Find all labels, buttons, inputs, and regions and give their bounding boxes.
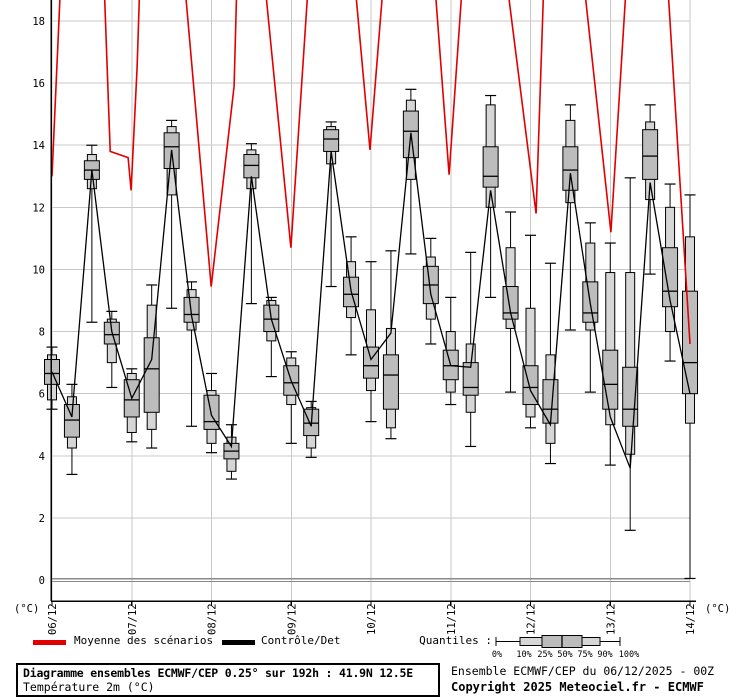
quantile-boxplot-icon	[495, 635, 621, 648]
x-axis-date-label: 11/12	[446, 603, 458, 635]
x-axis-date-label: 08/12	[207, 603, 219, 635]
quantile-percent-label: 75%	[577, 650, 593, 660]
quantiles-legend-label: Quantiles :	[419, 634, 492, 647]
boxplot	[303, 400, 320, 458]
run-info: Ensemble ECMWF/CEP du 06/12/2025 - 00Z C…	[451, 664, 714, 694]
y-axis-unit-left: (°C)	[14, 603, 39, 615]
mean-line-swatch	[33, 640, 66, 645]
x-axis-date-label: 07/12	[127, 603, 139, 635]
ensemble-mean-line	[51, 0, 691, 345]
boxplot	[63, 383, 80, 476]
control-line-swatch	[222, 640, 255, 645]
boxplot	[382, 250, 399, 440]
quantile-percent-label: 90%	[597, 650, 613, 660]
diagram-title: Diagramme ensembles ECMWF/CEP 0.25° sur …	[23, 666, 413, 680]
quantile-percent-label: 100%	[618, 650, 640, 660]
y-axis-tick-label: 10	[32, 264, 45, 276]
y-axis-tick-labels: 0 2 4 6 8 10 12 14 16 18	[32, 16, 45, 587]
x-axis-date-label: 12/12	[526, 603, 538, 635]
diagram-info-box: Diagramme ensembles ECMWF/CEP 0.25° sur …	[16, 663, 440, 697]
boxplot	[582, 222, 599, 393]
footer: Diagramme ensembles ECMWF/CEP 0.25° sur …	[0, 663, 740, 700]
boxplot	[442, 296, 459, 406]
y-axis-tick-label: 4	[39, 451, 45, 463]
x-axis-date-label: 09/12	[286, 603, 298, 635]
x-axis-date-label: 06/12	[47, 603, 59, 635]
quantile-percent-label: 0%	[491, 650, 503, 660]
y-axis-tick-label: 2	[39, 513, 45, 525]
boxplot	[622, 177, 639, 531]
y-axis-tick-label: 8	[39, 327, 45, 339]
boxplot	[223, 424, 240, 480]
quantile-percent-label: 50%	[557, 650, 573, 660]
x-axis-date-label: 13/12	[605, 603, 617, 635]
boxplot	[462, 251, 479, 448]
zero-degree-line	[52, 577, 690, 583]
quantile-boxplots	[44, 88, 698, 580]
diagram-parameter: Température 2m (°C)	[23, 680, 155, 694]
copyright-line: Copyright 2025 Meteociel.fr - ECMWF	[451, 680, 704, 694]
boxplot	[323, 121, 340, 288]
boxplot	[143, 284, 160, 449]
boxplot	[662, 183, 679, 362]
control-det-line	[51, 132, 691, 469]
run-line: Ensemble ECMWF/CEP du 06/12/2025 - 00Z	[451, 664, 715, 678]
ensemble-chart: 0 2 4 6 8 10 12 14 16 18 06/12 07/12 08/12 09/12 10/1…	[14, 0, 730, 635]
y-axis-tick-label: 18	[32, 16, 45, 28]
boxplot	[183, 281, 200, 427]
quantile-percent-label: 10%	[516, 650, 532, 660]
boxplot	[642, 104, 659, 275]
y-axis-tick-label: 6	[39, 389, 45, 401]
boxplot	[44, 346, 60, 410]
y-axis-tick-label: 12	[32, 202, 45, 214]
legend-row: Moyenne des scénarios Contrôle/Det Quant…	[0, 630, 740, 663]
x-axis-date-label: 14/12	[685, 603, 697, 635]
boxplot	[163, 119, 180, 309]
boxplot	[522, 234, 539, 429]
boxplot	[482, 94, 499, 298]
y-axis-tick-label: 16	[32, 78, 45, 90]
y-axis-tick-label: 0	[39, 575, 45, 587]
boxplot	[542, 262, 559, 465]
mean-line-label: Moyenne des scénarios	[74, 634, 214, 647]
boxplot	[502, 211, 519, 393]
boxplot	[363, 261, 379, 423]
boxplot	[422, 237, 439, 345]
x-axis-date-labels: 06/12 07/12 08/12 09/12 10/12 11/12 12/12 13/12…	[47, 603, 697, 635]
y-axis-tick-label: 14	[32, 140, 45, 152]
control-line-label: Contrôle/Det	[261, 634, 341, 647]
x-axis-date-label: 10/12	[366, 603, 378, 635]
boxplot	[562, 104, 579, 331]
y-axis-unit-right: (°C)	[705, 603, 730, 615]
boxplot	[243, 143, 260, 305]
quantile-percent-label: 25%	[537, 650, 553, 660]
axes	[50, 0, 696, 606]
